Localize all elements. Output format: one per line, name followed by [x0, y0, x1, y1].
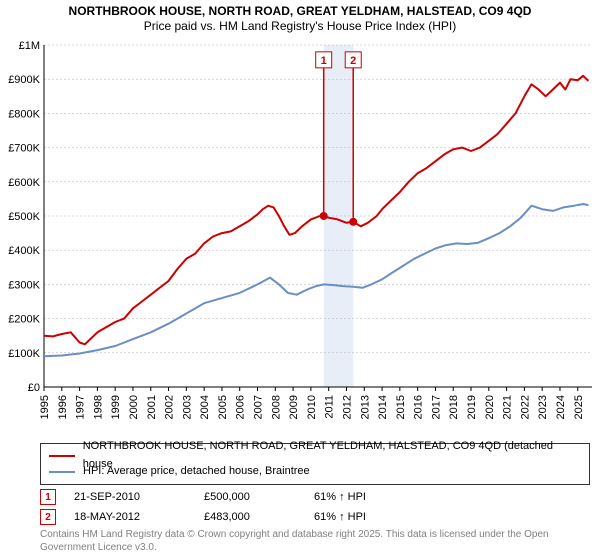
y-tick-label: £600K: [8, 177, 40, 189]
x-tick-label: 2006: [235, 395, 247, 419]
x-tick-label: 2021: [502, 395, 514, 419]
callout-number: 1: [321, 55, 327, 67]
y-tick-label: £300K: [8, 279, 40, 291]
marker-price: £500,000: [204, 491, 314, 503]
x-tick-label: 2008: [270, 395, 282, 419]
x-tick-label: 2020: [484, 395, 496, 419]
x-tick-label: 1996: [57, 395, 69, 419]
line-chart: £0 £100K £200K £300K £400K £500K £600K £700K £80…: [0, 37, 600, 437]
y-tick-label: £500K: [8, 211, 40, 223]
legend-item: NORTHBROOK HOUSE, NORTH ROAD, GREAT YELD…: [49, 448, 581, 464]
callout-number: 2: [350, 55, 356, 67]
x-tick-label: 1997: [75, 395, 87, 419]
marker-date: 18-MAY-2012: [74, 511, 204, 523]
marker-pct: 61% ↑ HPI: [314, 491, 366, 503]
x-tick-label: 1999: [110, 395, 122, 419]
x-tick-label: 2000: [128, 395, 140, 419]
x-tick-label: 2013: [359, 395, 371, 419]
chart-subtitle: Price paid vs. HM Land Registry's House …: [0, 19, 600, 37]
x-tick-label: 2003: [181, 395, 193, 419]
x-tick-label: 2019: [466, 395, 478, 419]
chart-area: £0 £100K £200K £300K £400K £500K £600K £700K £80…: [0, 37, 600, 437]
x-tick-label: 2001: [146, 395, 158, 419]
x-tick-label: 2022: [519, 395, 531, 419]
callout-dot: [320, 212, 328, 220]
y-tick-label: £1M: [19, 40, 40, 52]
legend-swatch: [49, 471, 75, 473]
series-price_paid: [44, 76, 588, 345]
x-tick-label: 2007: [253, 395, 265, 419]
chart-title: NORTHBROOK HOUSE, NORTH ROAD, GREAT YELD…: [0, 0, 600, 19]
x-tick-label: 2010: [306, 395, 318, 419]
x-tick-label: 1998: [92, 395, 104, 419]
marker-price: £483,000: [204, 511, 314, 523]
marker-pct: 61% ↑ HPI: [314, 511, 366, 523]
callout-dot: [349, 218, 357, 226]
marker-number-box: 1: [40, 489, 56, 505]
x-tick-label: 2014: [377, 395, 389, 419]
x-tick-label: 2024: [555, 395, 567, 419]
footnote: Contains HM Land Registry data © Crown c…: [40, 529, 590, 554]
marker-row: 2 18-MAY-2012£483,00061% ↑ HPI: [40, 509, 590, 525]
y-tick-label: £0: [28, 382, 40, 394]
x-tick-label: 2011: [324, 395, 336, 419]
x-tick-label: 2018: [448, 395, 460, 419]
y-tick-label: £100K: [8, 348, 40, 360]
y-tick-label: £700K: [8, 143, 40, 155]
y-tick-label: £400K: [8, 245, 40, 257]
legend: NORTHBROOK HOUSE, NORTH ROAD, GREAT YELD…: [40, 443, 590, 485]
x-tick-label: 2002: [164, 395, 176, 419]
x-tick-label: 2009: [288, 395, 300, 419]
legend-swatch: [49, 455, 75, 457]
legend-label: HPI: Average price, detached house, Brai…: [83, 463, 310, 481]
x-tick-label: 2017: [430, 395, 442, 419]
series-hpi: [44, 204, 588, 356]
marker-row: 1 21-SEP-2010£500,00061% ↑ HPI: [40, 489, 590, 505]
x-tick-label: 2005: [217, 395, 229, 419]
x-tick-label: 1995: [39, 395, 51, 419]
y-tick-label: £800K: [8, 108, 40, 120]
marker-number-box: 2: [40, 509, 56, 525]
x-tick-label: 2025: [573, 395, 585, 419]
x-tick-label: 2015: [395, 395, 407, 419]
x-tick-label: 2012: [341, 395, 353, 419]
y-tick-label: £900K: [8, 74, 40, 86]
x-tick-label: 2016: [413, 395, 425, 419]
x-tick-label: 2023: [537, 395, 549, 419]
x-tick-label: 2004: [199, 395, 211, 419]
marker-date: 21-SEP-2010: [74, 491, 204, 503]
y-tick-label: £200K: [8, 314, 40, 326]
